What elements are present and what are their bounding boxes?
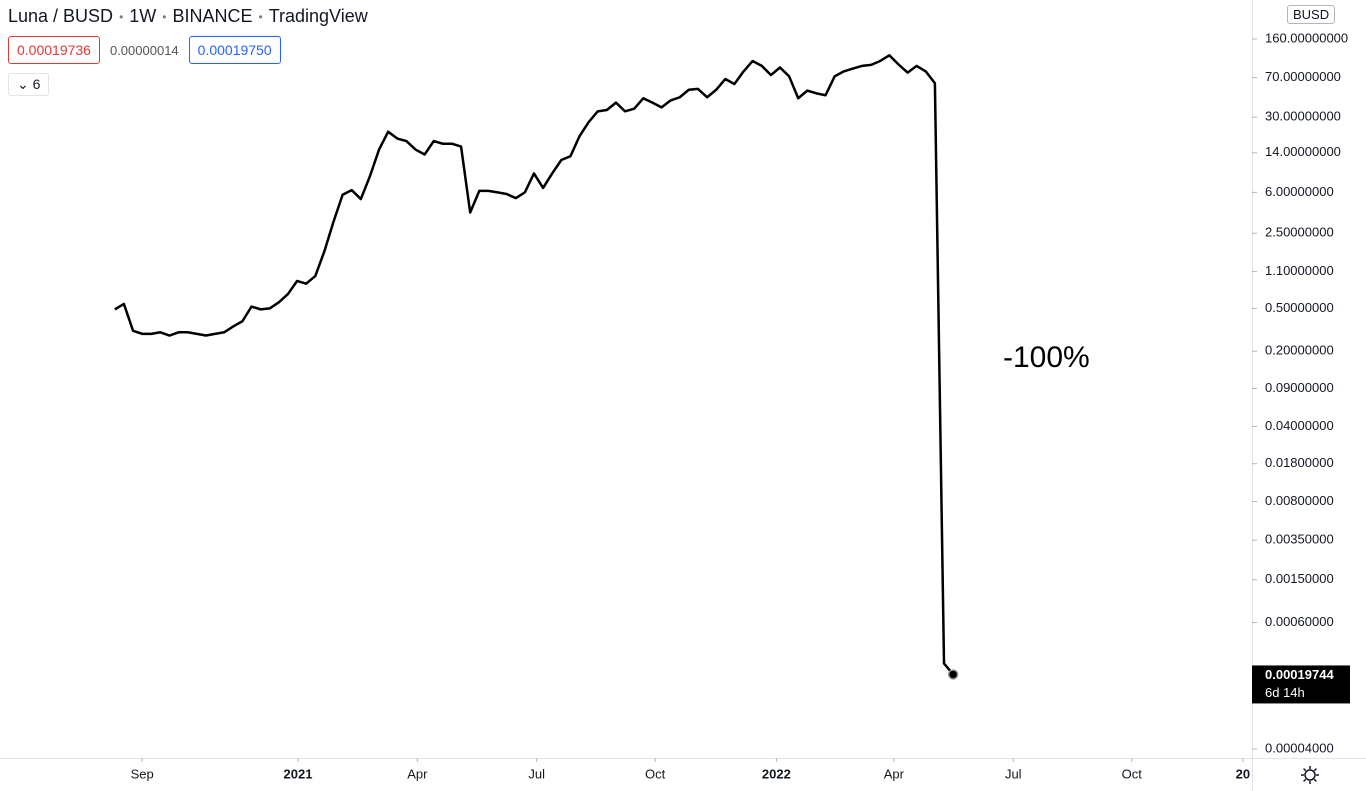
y-tick-label: 0.09000000 [1265,380,1334,395]
currency-label: BUSD [1287,5,1336,24]
exchange: BINANCE [172,6,253,26]
separator: • [258,9,263,24]
sell-price[interactable]: 0.00019736 [8,36,100,64]
chevron: ⌄ [17,76,29,92]
settings-icon[interactable] [1301,766,1319,784]
x-tick-label: Apr [407,766,428,781]
last-price-box [1252,665,1350,704]
y-tick-label: 0.00800000 [1265,493,1334,508]
y-tick-label: 30.00000000 [1265,109,1341,124]
x-tick-label: Jul [1005,766,1022,781]
price-line [114,54,955,676]
x-tick-label: Oct [1122,766,1143,781]
y-tick-label: 0.04000000 [1265,418,1334,433]
x-tick-label: Sep [131,766,154,781]
y-tick-label: 0.00004000 [1265,740,1334,755]
y-tick-label: 0.50000000 [1265,300,1334,315]
x-tick-label: 20 [1236,766,1250,781]
indicator-toggle[interactable]: ⌄ 6 [8,73,50,96]
last-price-label: 0.00019744 [1265,667,1334,682]
x-tick-label: Jul [528,766,545,781]
y-tick-label: 0.00150000 [1265,571,1334,586]
x-tick-label: 2021 [284,766,313,781]
y-tick-label: 0.01800000 [1265,455,1334,470]
y-tick-label: 1.10000000 [1265,263,1334,278]
y-tick-label: 6.00000000 [1265,184,1334,199]
y-tick-label: 70.00000000 [1265,69,1341,84]
spread: 0.00000014 [109,42,179,58]
y-tick-label: 14.00000000 [1265,144,1341,159]
countdown: 6d 14h [1265,685,1305,700]
chart-header: Luna / BUSD • 1W • BINANCE • TradingView [8,6,368,27]
last-point [947,669,959,680]
source: TradingView [268,6,368,26]
interval: 1W [129,6,157,26]
separator: • [162,9,167,24]
x-tick-label: Oct [645,766,666,781]
x-tick-label: 2022 [762,766,791,781]
y-tick-label: 0.20000000 [1265,343,1334,358]
quote-boxes: 0.00019736 0.00000014 0.00019750 [8,36,281,64]
separator: • [119,9,124,24]
y-tick-label: 0.00350000 [1265,532,1334,547]
y-tick-label: 160.00000000 [1265,30,1348,45]
y-tick-label: 2.50000000 [1265,225,1334,240]
chart-title: Luna / BUSD [8,6,114,26]
x-tick-label: Apr [884,766,905,781]
indicator-count: 6 [32,76,41,92]
buy-price[interactable]: 0.00019750 [188,36,281,64]
y-tick-label: 0.00060000 [1265,614,1334,629]
annotation: -100% [1003,341,1090,374]
